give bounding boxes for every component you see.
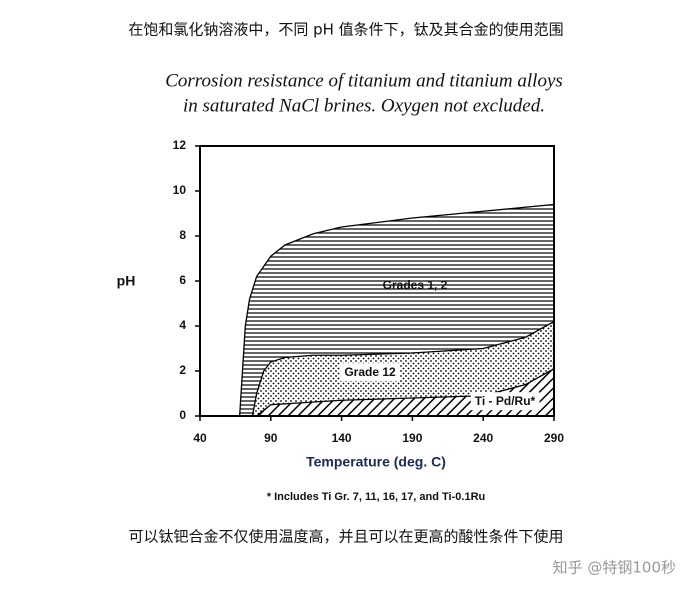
y-tick-label: 10	[173, 183, 187, 197]
footnote: * Includes Ti Gr. 7, 11, 16, 17, and Ti-…	[267, 491, 485, 503]
y-axis-label: pH	[117, 273, 136, 289]
y-tick-label: 0	[179, 408, 186, 422]
watermark: 知乎 @特钢100秒	[553, 559, 676, 577]
y-tick-label: 2	[179, 363, 186, 377]
label-box	[470, 392, 540, 411]
label-box	[340, 363, 401, 382]
series-label: Grades 1, 2	[383, 278, 448, 292]
y-tick-label: 6	[179, 273, 186, 287]
caption-top: 在饱和氯化钠溶液中，不同 pH 值条件下，钛及其合金的使用范围	[128, 21, 563, 39]
chart-title: in saturated NaCl brines. Oxygen not exc…	[183, 95, 545, 116]
chart-title: Corrosion resistance of titanium and tit…	[165, 70, 563, 91]
x-tick-label: 140	[332, 431, 352, 445]
x-axis-label: Temperature (deg. C)	[306, 454, 446, 470]
x-tick-label: 90	[264, 431, 278, 445]
y-tick-label: 12	[173, 138, 187, 152]
x-tick-label: 40	[193, 431, 207, 445]
plot-frame	[199, 145, 555, 417]
x-tick-label: 290	[544, 431, 564, 445]
x-tick-label: 190	[402, 431, 422, 445]
y-tick-label: 8	[179, 228, 186, 242]
y-tick-label: 4	[179, 318, 186, 332]
x-tick-label: 240	[473, 431, 493, 445]
caption-bottom: 可以钛钯合金不仅使用温度高，并且可以在更高的酸性条件下使用	[128, 528, 563, 546]
series-label: Grade 12	[344, 365, 396, 379]
series-label: Ti - Pd/Ru*	[475, 394, 536, 408]
